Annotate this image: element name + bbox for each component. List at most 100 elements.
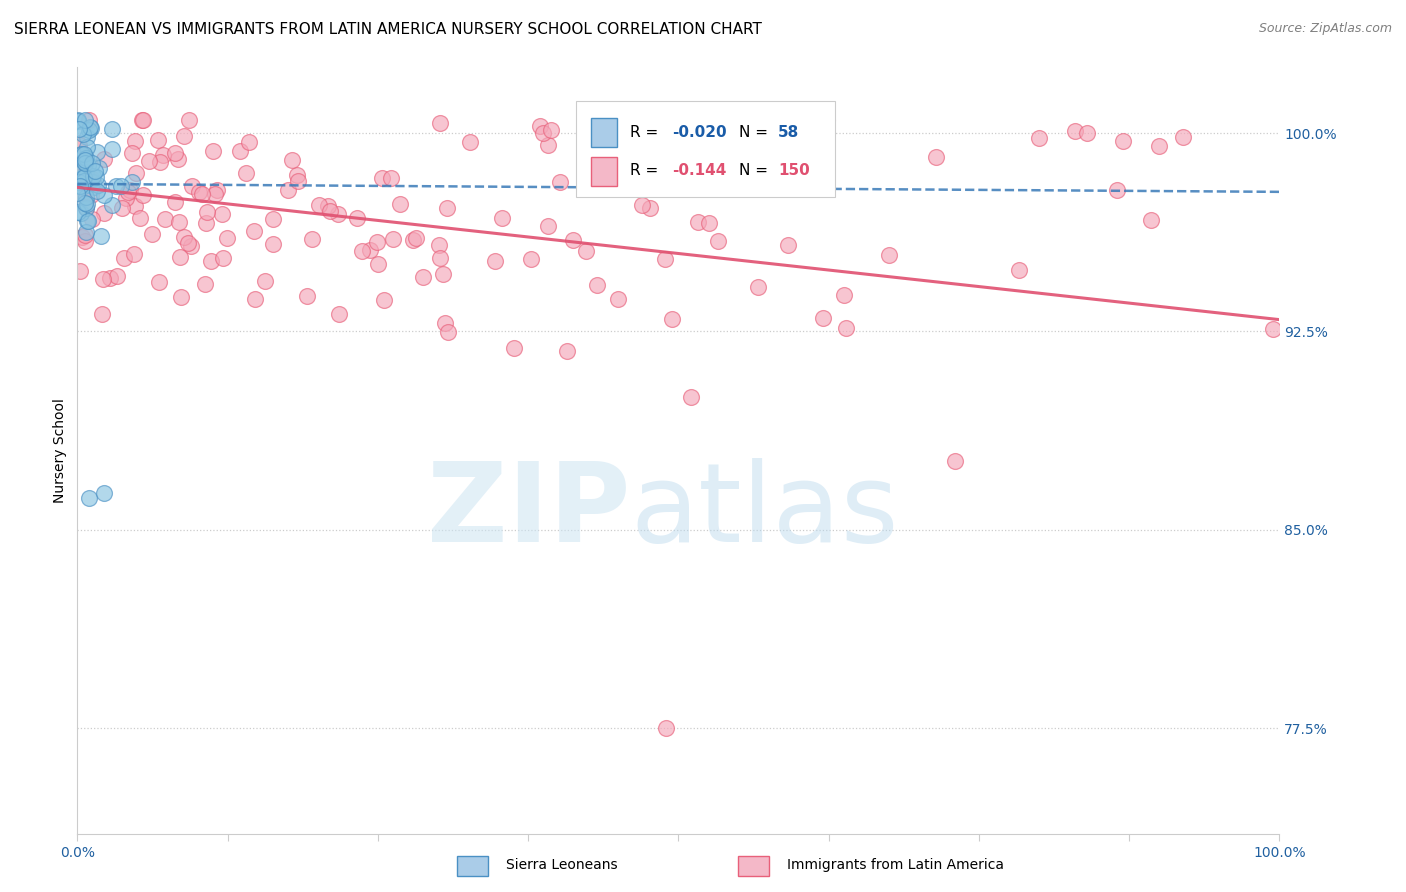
- Text: atlas: atlas: [630, 458, 898, 566]
- Point: [165, 146, 187, 161]
- Point: [86, 145, 108, 160]
- Point: [318, 199, 340, 213]
- Text: N =: N =: [738, 125, 772, 140]
- Point: [91, 271, 114, 285]
- Point: [703, 112, 725, 127]
- Point: [121, 175, 143, 189]
- Point: [165, 195, 187, 210]
- Text: Sierra Leoneans: Sierra Leoneans: [506, 858, 617, 872]
- Bar: [591, 157, 617, 186]
- Point: [197, 205, 219, 219]
- Point: [412, 270, 434, 285]
- Point: [129, 211, 152, 226]
- Point: [1107, 183, 1129, 197]
- Point: [427, 238, 450, 252]
- Point: [371, 170, 394, 185]
- Point: [405, 231, 427, 245]
- Point: [328, 307, 350, 321]
- Point: [200, 254, 222, 268]
- Point: [75, 195, 97, 210]
- Text: R =: R =: [630, 125, 664, 140]
- Point: [235, 166, 257, 180]
- Point: [112, 251, 135, 265]
- Bar: [591, 119, 617, 147]
- Point: [166, 152, 188, 166]
- Point: [67, 113, 90, 128]
- Point: [69, 205, 91, 219]
- Point: [67, 137, 90, 152]
- Text: ZIP: ZIP: [427, 458, 630, 566]
- Point: [69, 264, 91, 278]
- Point: [531, 126, 554, 140]
- Point: [66, 205, 89, 219]
- Point: [437, 325, 460, 339]
- Point: [77, 214, 100, 228]
- Point: [655, 721, 678, 735]
- Point: [89, 161, 111, 176]
- Point: [177, 112, 200, 127]
- Point: [436, 201, 458, 215]
- Point: [1173, 129, 1195, 144]
- Point: [75, 165, 97, 179]
- Point: [562, 233, 585, 247]
- Point: [75, 225, 97, 239]
- Point: [201, 144, 224, 158]
- Point: [704, 137, 727, 152]
- Point: [366, 235, 388, 250]
- Point: [83, 180, 105, 194]
- Point: [73, 227, 96, 242]
- Point: [253, 274, 276, 288]
- Point: [101, 198, 124, 212]
- Point: [484, 253, 506, 268]
- Point: [328, 206, 350, 220]
- Point: [76, 197, 98, 211]
- Point: [110, 179, 132, 194]
- Point: [204, 187, 226, 202]
- Text: R =: R =: [630, 163, 664, 178]
- Point: [70, 164, 93, 178]
- Point: [79, 491, 101, 505]
- Point: [167, 215, 190, 229]
- Point: [117, 185, 139, 199]
- Point: [188, 185, 211, 199]
- Point: [1076, 126, 1098, 140]
- Point: [120, 183, 142, 197]
- Point: [82, 175, 104, 189]
- Point: [679, 391, 702, 405]
- Point: [1263, 322, 1285, 336]
- Point: [73, 112, 96, 127]
- Point: [77, 122, 100, 136]
- Point: [211, 207, 233, 221]
- Point: [350, 244, 373, 259]
- Point: [548, 175, 571, 189]
- Point: [66, 186, 89, 200]
- Point: [76, 213, 98, 227]
- FancyBboxPatch shape: [576, 102, 835, 197]
- Point: [778, 238, 800, 252]
- Point: [75, 202, 97, 216]
- Point: [1149, 138, 1171, 153]
- Point: [75, 156, 97, 170]
- Point: [155, 212, 177, 227]
- Point: [834, 288, 856, 302]
- Point: [73, 170, 96, 185]
- Text: -0.020: -0.020: [672, 125, 727, 140]
- Point: [630, 198, 652, 212]
- Point: [277, 183, 299, 197]
- Text: 150: 150: [778, 163, 810, 178]
- Point: [82, 176, 104, 190]
- Point: [77, 158, 100, 172]
- Point: [131, 187, 153, 202]
- Point: [93, 485, 115, 500]
- Point: [540, 122, 562, 136]
- Point: [77, 178, 100, 192]
- Text: -0.144: -0.144: [672, 163, 727, 178]
- Point: [124, 199, 146, 213]
- Point: [287, 174, 309, 188]
- Point: [537, 138, 560, 153]
- Point: [243, 224, 266, 238]
- Point: [1028, 131, 1050, 145]
- Point: [93, 206, 115, 220]
- Point: [73, 153, 96, 167]
- Text: Source: ZipAtlas.com: Source: ZipAtlas.com: [1258, 22, 1392, 36]
